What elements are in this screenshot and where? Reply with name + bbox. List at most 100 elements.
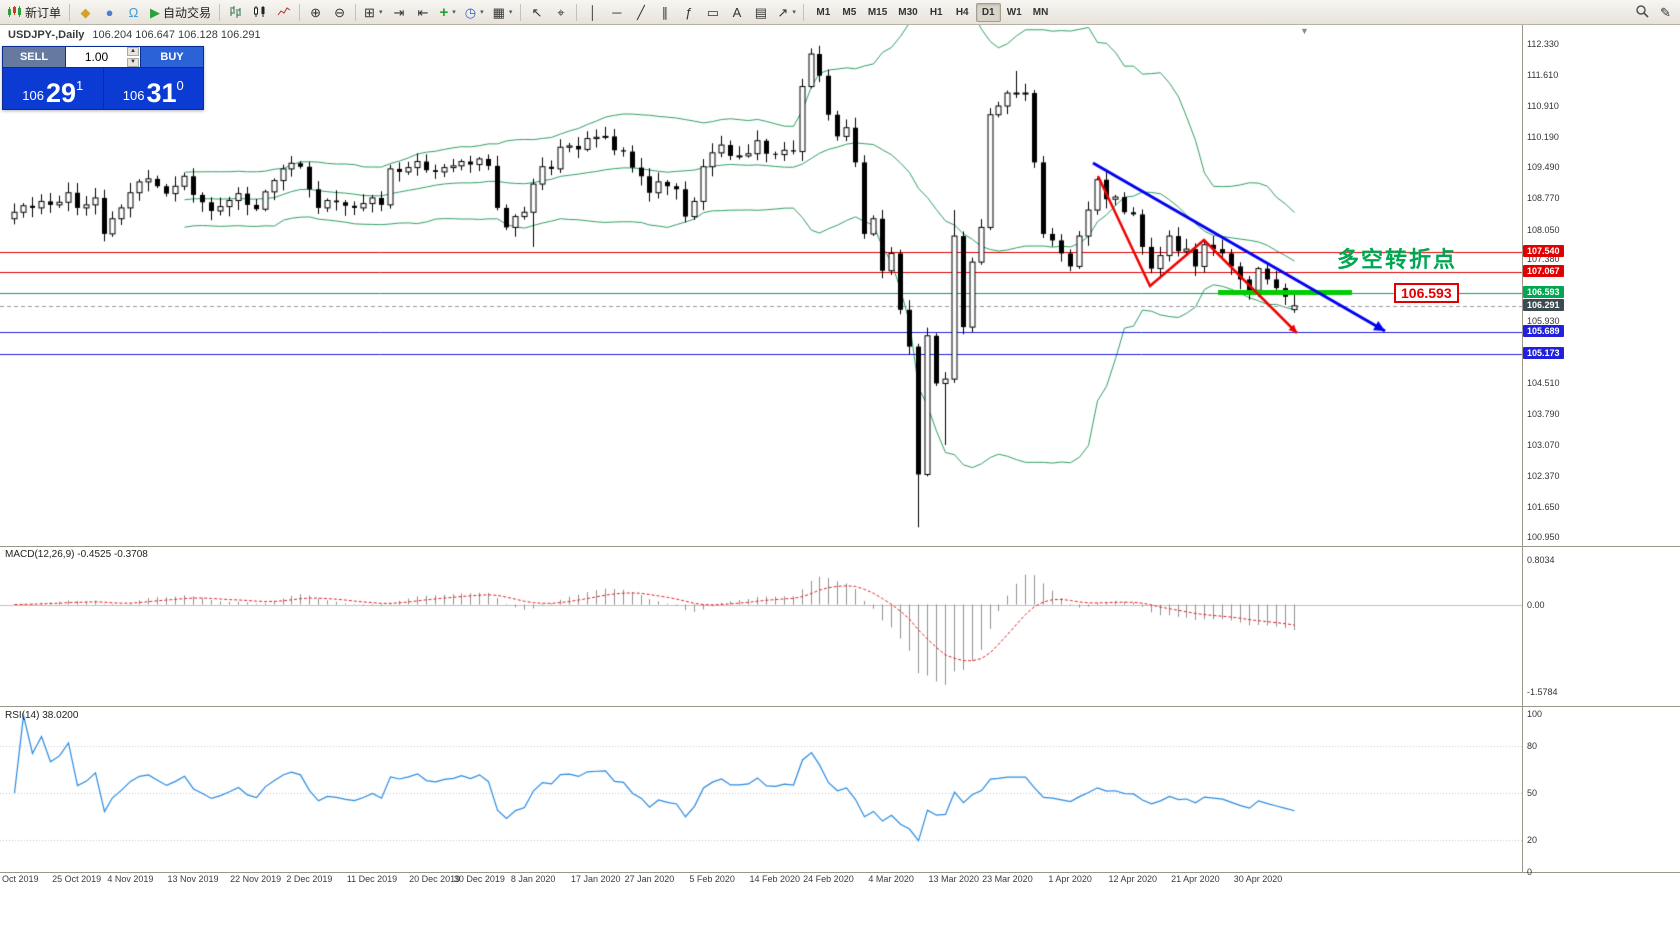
- autotrading-label: 自动交易: [163, 5, 212, 20]
- new-order-label: 新订单: [25, 5, 62, 20]
- fibonacci-button[interactable]: ƒ: [677, 2, 700, 23]
- bid-price-button[interactable]: 106 29 1: [3, 68, 104, 109]
- symbol-label: USDJPY-,Daily: [8, 29, 85, 41]
- panel-separator[interactable]: [0, 872, 1680, 873]
- timeframe-d1-button[interactable]: D1: [975, 2, 1001, 22]
- horizontal-line-icon: ─: [612, 4, 622, 20]
- text-button[interactable]: A: [725, 2, 748, 23]
- buy-button[interactable]: BUY: [141, 47, 203, 67]
- timeframe-m5-button[interactable]: M5: [842, 6, 857, 18]
- autoscroll-button[interactable]: ⇥: [387, 2, 410, 23]
- price-axis-label: 102.370: [1527, 470, 1560, 481]
- price-tag-annotation[interactable]: 106.593: [1394, 283, 1459, 303]
- main-chart-canvas[interactable]: [0, 25, 1522, 546]
- autotrading-button[interactable]: ▶ 自动交易: [146, 2, 215, 23]
- periods-button[interactable]: ◷ ▾: [461, 2, 488, 23]
- cursor-button[interactable]: ↖: [525, 2, 548, 23]
- date-label: 30 Apr 2020: [1233, 874, 1283, 884]
- crosshair-icon: ⌖: [557, 4, 565, 20]
- macd-panel-canvas[interactable]: [0, 547, 1522, 706]
- price-axis-label: 110.190: [1527, 131, 1559, 142]
- chart-shift-button[interactable]: ⇤: [411, 2, 434, 23]
- toolbar-separator: [802, 3, 804, 21]
- fibonacci-icon: ƒ: [685, 4, 693, 20]
- date-label: 21 Apr 2020: [1171, 874, 1220, 884]
- date-label: 5 Feb 2020: [689, 874, 735, 884]
- crosshair-button[interactable]: ⌖: [549, 2, 572, 23]
- ask-price-button[interactable]: 106 31 0: [104, 68, 204, 109]
- new-order-button[interactable]: 新订单: [3, 2, 65, 23]
- timeframe-group: M1 M5 M15 M30 H1 H4 D1 W1 MN: [811, 2, 1053, 22]
- play-icon: ▶: [150, 4, 161, 20]
- timeframe-h1-button[interactable]: H1: [929, 6, 943, 18]
- bid-point: 1: [76, 78, 84, 93]
- template-icon: ▦: [492, 4, 505, 20]
- turning-point-annotation[interactable]: 多空转折点: [1337, 247, 1458, 272]
- new-order-icon: [7, 5, 22, 20]
- pencil-icon: ✎: [1660, 4, 1671, 20]
- timeframe-m30-button[interactable]: M30: [898, 6, 918, 18]
- bar-chart-button[interactable]: [224, 2, 247, 23]
- ohlc-values: 106.204 106.647 106.128 106.291: [92, 29, 261, 41]
- timeframe-w1-button[interactable]: W1: [1006, 6, 1022, 18]
- volume-input[interactable]: [66, 47, 140, 67]
- rsi-panel-canvas[interactable]: [0, 707, 1522, 872]
- line-chart-button[interactable]: [272, 2, 295, 23]
- date-label: 16 Oct 2019: [0, 874, 39, 884]
- tile-windows-button[interactable]: ⊞ ▾: [360, 2, 386, 23]
- shapes-icon: ▭: [706, 4, 720, 20]
- price-axis-label: 111.610: [1527, 70, 1559, 81]
- templates-button[interactable]: ▦ ▾: [489, 2, 517, 23]
- metaeditor-button[interactable]: ◆: [74, 2, 97, 23]
- editor-icon: ◆: [80, 4, 91, 20]
- shapes-button[interactable]: ▭: [701, 2, 724, 23]
- bars-icon: [229, 5, 243, 20]
- arrows-button[interactable]: ↗ ▾: [773, 2, 799, 23]
- profile-icon: ●: [105, 4, 114, 20]
- panel-separator[interactable]: [0, 706, 1680, 707]
- macd-axis-label: 0.00: [1527, 599, 1545, 610]
- volume-increase-button[interactable]: ▲: [127, 47, 139, 56]
- price-axis-separator: [1522, 25, 1523, 872]
- volume-decrease-button[interactable]: ▼: [127, 58, 139, 67]
- zoom-out-icon: ⊖: [334, 4, 345, 20]
- date-label: 4 Mar 2020: [868, 874, 914, 884]
- search-button[interactable]: [1630, 2, 1653, 23]
- timeframe-m15-button[interactable]: M15: [867, 6, 888, 18]
- date-label: 13 Nov 2019: [167, 874, 219, 884]
- zoom-out-button[interactable]: ⊖: [328, 2, 351, 23]
- zoom-in-button[interactable]: ⊕: [304, 2, 327, 23]
- macd-label: MACD(12,26,9) -0.4525 -0.3708: [5, 549, 148, 560]
- rsi-axis-label: 80: [1527, 740, 1538, 751]
- date-label: 24 Feb 2020: [803, 874, 854, 884]
- channel-icon: ∥: [661, 4, 669, 20]
- date-label: 27 Jan 2020: [624, 874, 675, 884]
- rsi-label: RSI(14) 38.0200: [5, 710, 79, 721]
- timeframe-h4-button[interactable]: H4: [955, 6, 969, 18]
- support-button[interactable]: Ω: [122, 2, 145, 23]
- edit-button[interactable]: ✎: [1654, 2, 1677, 23]
- panel-separator[interactable]: [0, 546, 1680, 547]
- autoscroll-icon: ⇥: [393, 4, 405, 20]
- horizontal-line-button[interactable]: ─: [605, 2, 628, 23]
- dropdown-arrow-icon: ▾: [480, 9, 484, 16]
- toolbar-separator: [219, 3, 221, 21]
- label-icon: ▤: [754, 4, 768, 20]
- label-button[interactable]: ▤: [749, 2, 772, 23]
- zoom-in-icon: ⊕: [310, 4, 321, 20]
- channel-button[interactable]: ∥: [653, 2, 676, 23]
- sell-button[interactable]: SELL: [3, 47, 65, 67]
- candlestick-chart-button[interactable]: [248, 2, 271, 23]
- price-axis-label: 108.050: [1527, 224, 1560, 235]
- timeframe-m1-button[interactable]: M1: [816, 6, 831, 18]
- trendline-button[interactable]: ╱: [629, 2, 652, 23]
- profile-button[interactable]: ●: [98, 2, 121, 23]
- tile-windows-icon: ⊞: [364, 4, 375, 20]
- bid-pips: 29: [45, 78, 76, 109]
- timeframe-mn-button[interactable]: MN: [1032, 6, 1049, 18]
- toolbar-buttons: 新订单 ◆ ● Ω ▶ 自动交易 ⊕ ⊖ ⊞ ▾ ⇥ ⇤ + ▾ ◷ ▾ ▦ ▾ ↖ ⌖ │ ─ ╱ ∥ ƒ ▭ A ▤ ↗ ▾: [3, 2, 800, 23]
- chart-shift-marker[interactable]: ▼: [1300, 26, 1309, 36]
- headset-icon: Ω: [128, 4, 139, 20]
- indicators-button[interactable]: + ▾: [435, 2, 459, 23]
- vertical-line-button[interactable]: │: [581, 2, 604, 23]
